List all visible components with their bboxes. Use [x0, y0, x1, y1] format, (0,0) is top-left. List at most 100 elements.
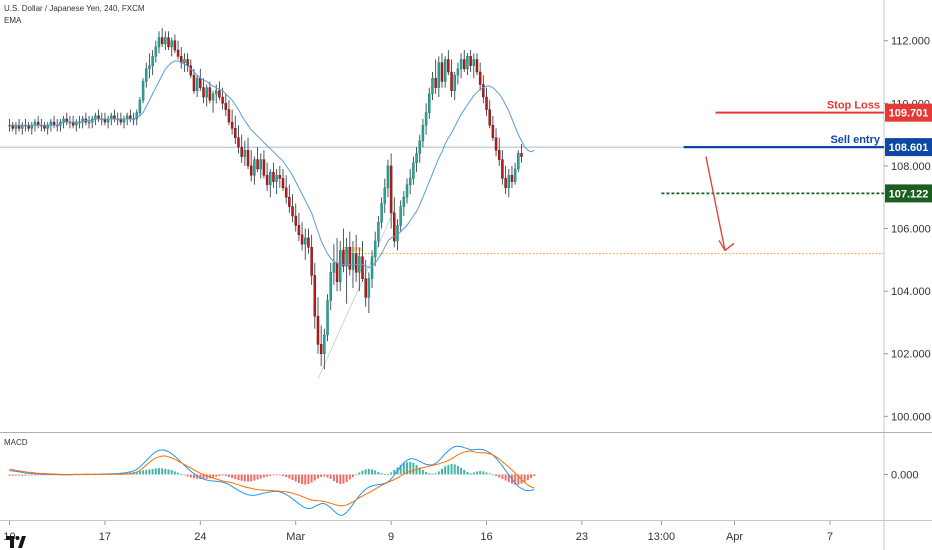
macd-histogram-bar-positive: [180, 473, 183, 475]
candle-up: [472, 59, 476, 66]
x-axis-tick-label: Mar: [286, 531, 305, 543]
macd-histogram-bar-positive: [84, 474, 87, 476]
x-axis-tick-label: 23: [576, 531, 588, 543]
sell-entry-label: Sell entry: [830, 134, 880, 146]
candle-down: [494, 137, 498, 151]
candle-down: [189, 65, 193, 76]
macd-histogram-bar-negative: [320, 474, 323, 477]
candle-up: [164, 37, 167, 45]
candle-up: [141, 81, 145, 101]
macd-histogram-bar-positive: [447, 464, 450, 475]
macd-histogram-bar-positive: [409, 461, 412, 475]
macd-histogram-bar-negative: [21, 474, 24, 476]
sell-entry-price-label: 108.601: [889, 142, 929, 154]
macd-indicator-label[interactable]: MACD: [4, 438, 28, 447]
macd-histogram-bar-positive: [431, 473, 434, 475]
macd-histogram-bar-positive: [453, 464, 456, 475]
macd-histogram-bar-negative: [262, 474, 265, 478]
take-profit-price-box: [885, 184, 932, 203]
fib-trend-line: [317, 209, 395, 379]
macd-histogram-bar-positive: [371, 469, 374, 475]
macd-histogram-bar-negative: [507, 474, 510, 483]
candle-up: [367, 278, 371, 298]
candle-down: [249, 165, 253, 176]
macd-histogram-bar-negative: [14, 474, 17, 476]
candle-down: [129, 115, 132, 120]
candle-down: [281, 178, 285, 189]
candle-up: [428, 93, 431, 113]
macd-histogram-bar-positive: [406, 462, 409, 475]
candle-down: [488, 109, 491, 126]
macd-histogram-bar-negative: [336, 474, 339, 484]
candle-down: [227, 109, 231, 123]
candle-up: [415, 153, 418, 164]
x-axis-tick-label: 7: [827, 531, 833, 543]
tradingview-logo-part: [18, 536, 26, 548]
candle-up: [386, 165, 390, 189]
ema-indicator-label[interactable]: EMA: [4, 16, 22, 25]
candle-up: [396, 225, 399, 242]
macd-histogram-bar-negative: [202, 474, 205, 480]
macd-histogram-bar-negative: [304, 474, 307, 485]
y-axis-tick-label: 102.000: [891, 349, 931, 361]
macd-histogram-bar-positive: [377, 471, 380, 475]
macd-histogram-bar-negative: [498, 474, 501, 478]
candle-down: [278, 175, 282, 179]
candle-up: [170, 40, 173, 48]
macd-histogram-bar-negative: [253, 474, 256, 481]
macd-histogram-bar-negative: [192, 474, 195, 479]
candle-up: [332, 262, 336, 273]
macd-histogram-bar-positive: [129, 472, 132, 475]
macd-histogram-bar-positive: [450, 463, 453, 475]
candle-down: [202, 87, 205, 98]
macd-histogram-bar-negative: [237, 474, 240, 481]
macd-histogram-bar-positive: [485, 472, 488, 475]
candle-down: [491, 124, 495, 138]
y-axis-tick-label: 106.000: [891, 224, 931, 236]
macd-histogram-bar-negative: [8, 474, 11, 476]
candle-down: [469, 56, 472, 66]
macd-histogram-bar-negative: [285, 474, 288, 477]
candle-up: [345, 247, 348, 267]
macd-axis-tick-label: 0.000: [891, 469, 919, 481]
macd-histogram-bar-positive: [167, 469, 170, 475]
candle-up: [399, 206, 402, 226]
macd-histogram-bar-negative: [205, 474, 208, 479]
stop-loss-price-box: [885, 103, 932, 122]
candle-down: [262, 159, 266, 176]
macd-histogram-bar-negative: [291, 474, 294, 481]
candle-up: [459, 59, 463, 70]
macd-histogram-bar-positive: [441, 468, 443, 475]
candle-up: [443, 59, 447, 82]
macd-histogram-bar-negative: [278, 474, 281, 476]
x-axis-tick-label: 13:00: [648, 531, 676, 543]
y-axis-tick-label: 104.000: [891, 286, 931, 298]
candle-up: [408, 178, 412, 185]
candle-down: [240, 146, 243, 157]
macd-histogram-bar-negative: [18, 474, 21, 476]
macd-histogram-bar-positive: [161, 468, 164, 475]
candle-down: [167, 37, 170, 48]
candle-down: [297, 225, 301, 236]
macd-histogram-bar-negative: [504, 474, 507, 481]
macd-histogram-bar-negative: [37, 474, 40, 476]
candle-up: [211, 93, 215, 101]
candle-up: [437, 62, 441, 88]
candle-up: [424, 112, 428, 126]
macd-histogram-bar-negative: [215, 474, 218, 477]
candle-up: [259, 159, 262, 170]
candle-down: [160, 37, 164, 45]
candle-up: [323, 334, 326, 354]
candle-down: [208, 87, 212, 101]
candle-down: [310, 247, 313, 276]
macd-histogram-bar-negative: [275, 474, 278, 476]
candle-up: [507, 175, 511, 189]
macd-histogram-bar-negative: [530, 474, 533, 479]
candle-down: [218, 90, 221, 98]
macd-histogram-bar-negative: [332, 474, 335, 482]
candle-up: [253, 159, 256, 176]
forecast-arrow-head: [718, 240, 735, 252]
macd-histogram-bar-negative: [30, 474, 33, 476]
y-axis-tick-label: 100.000: [891, 411, 931, 423]
